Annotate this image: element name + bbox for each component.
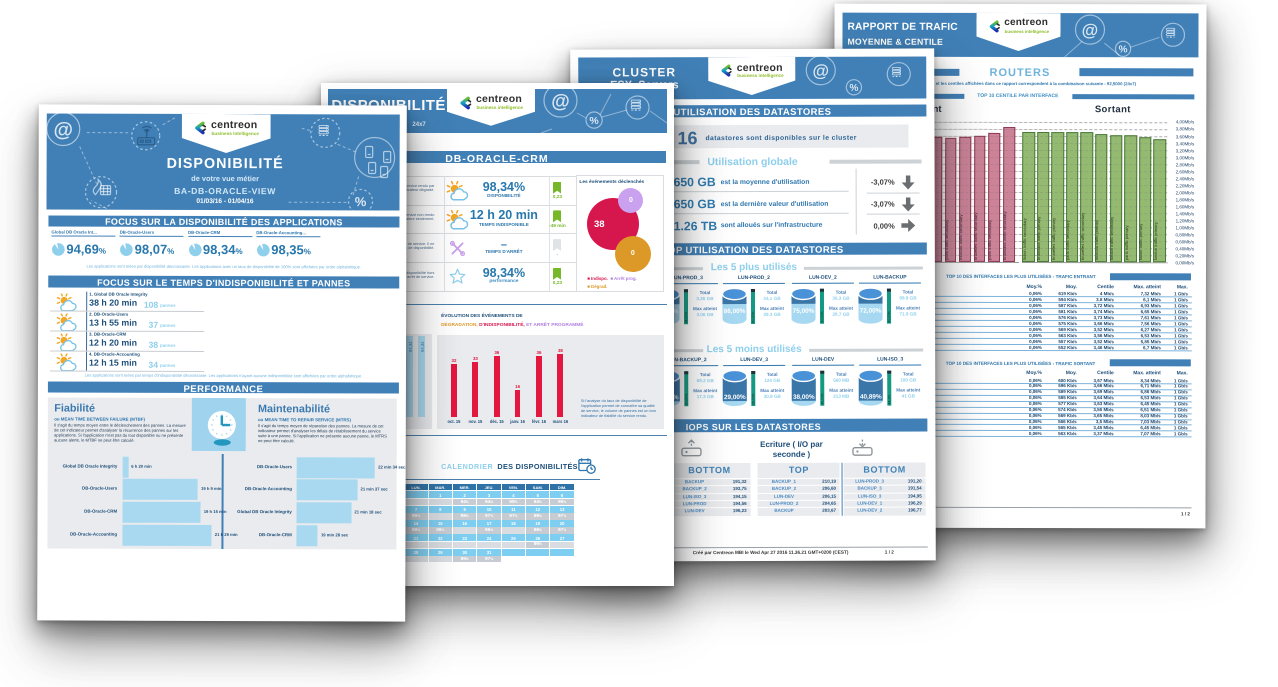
svg-text:%: % <box>354 194 366 209</box>
svg-text:@: @ <box>551 92 570 113</box>
svg-text:@: @ <box>54 119 74 141</box>
svg-text:%: % <box>589 115 599 127</box>
svg-text:@: @ <box>812 60 829 79</box>
svg-text:@: @ <box>1081 20 1098 39</box>
svg-text:%: % <box>850 83 859 94</box>
svg-text:%: % <box>1119 45 1128 56</box>
